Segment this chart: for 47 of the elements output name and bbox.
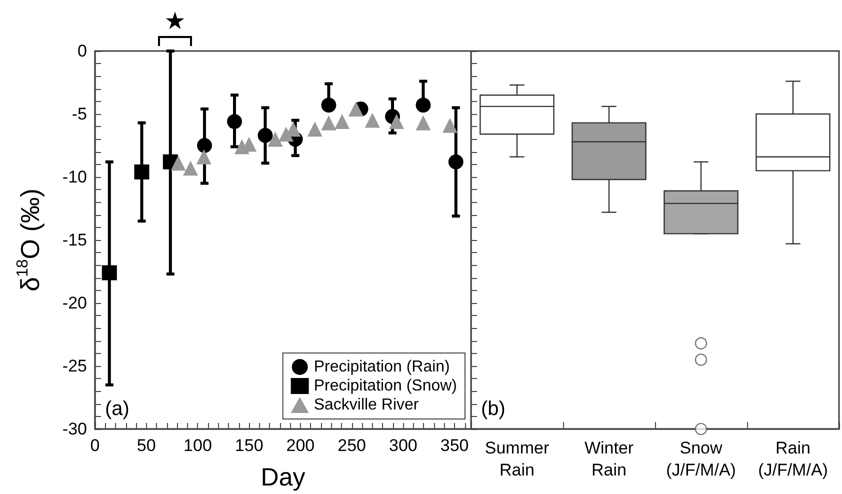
y-tick-label: -5 [72,104,87,124]
y-tick-label: -25 [62,356,87,376]
point [364,112,380,128]
point [134,164,150,180]
point [197,138,212,153]
legend-label: Sackville River [314,396,420,414]
x-tick-label: 250 [338,436,366,455]
point [321,115,336,130]
legend-label: Precipitation (Rain) [314,358,450,376]
y-tick-label: -20 [62,294,87,312]
x-tick-label: 0 [90,436,100,455]
annotation: (b) [481,398,506,420]
x-tick-label: Summer Rain [484,438,550,480]
x-tick-label: Winter Rain [584,438,634,480]
point [258,128,273,143]
y-tick-label: -10 [62,168,87,186]
point [389,114,404,130]
annotation: (a) [105,398,130,420]
x-tick-label: Rain (J/F/M/A) [758,438,828,480]
point [416,115,431,130]
y-axis-title: δ18O (‰) [14,188,45,292]
y-tick-label: -30 [62,420,87,438]
point [170,156,186,171]
x-tick-label: 300 [389,436,418,455]
point [268,132,283,147]
x-tick-label: 50 [136,436,156,455]
point [416,98,431,113]
point [196,149,212,164]
point [102,265,117,280]
point [334,114,350,130]
y-tick-label: 0 [78,42,87,60]
point [442,118,458,133]
point [307,122,322,137]
x-axis-title: Day [260,464,306,492]
point [321,98,336,113]
point [183,160,198,176]
point [227,114,242,130]
x-tick-label: 100 [184,436,212,455]
text: ★ [164,7,186,35]
x-tick-label: Snow (J/F/M/A) [666,438,736,480]
x-tick-label: 350 [440,436,469,455]
point [448,154,464,170]
x-tick-label: 200 [286,436,315,455]
point [348,101,364,116]
legend-label: Precipitation (Snow) [314,378,457,394]
x-tick-label: 150 [234,436,264,455]
y-tick-label: -15 [62,230,87,250]
